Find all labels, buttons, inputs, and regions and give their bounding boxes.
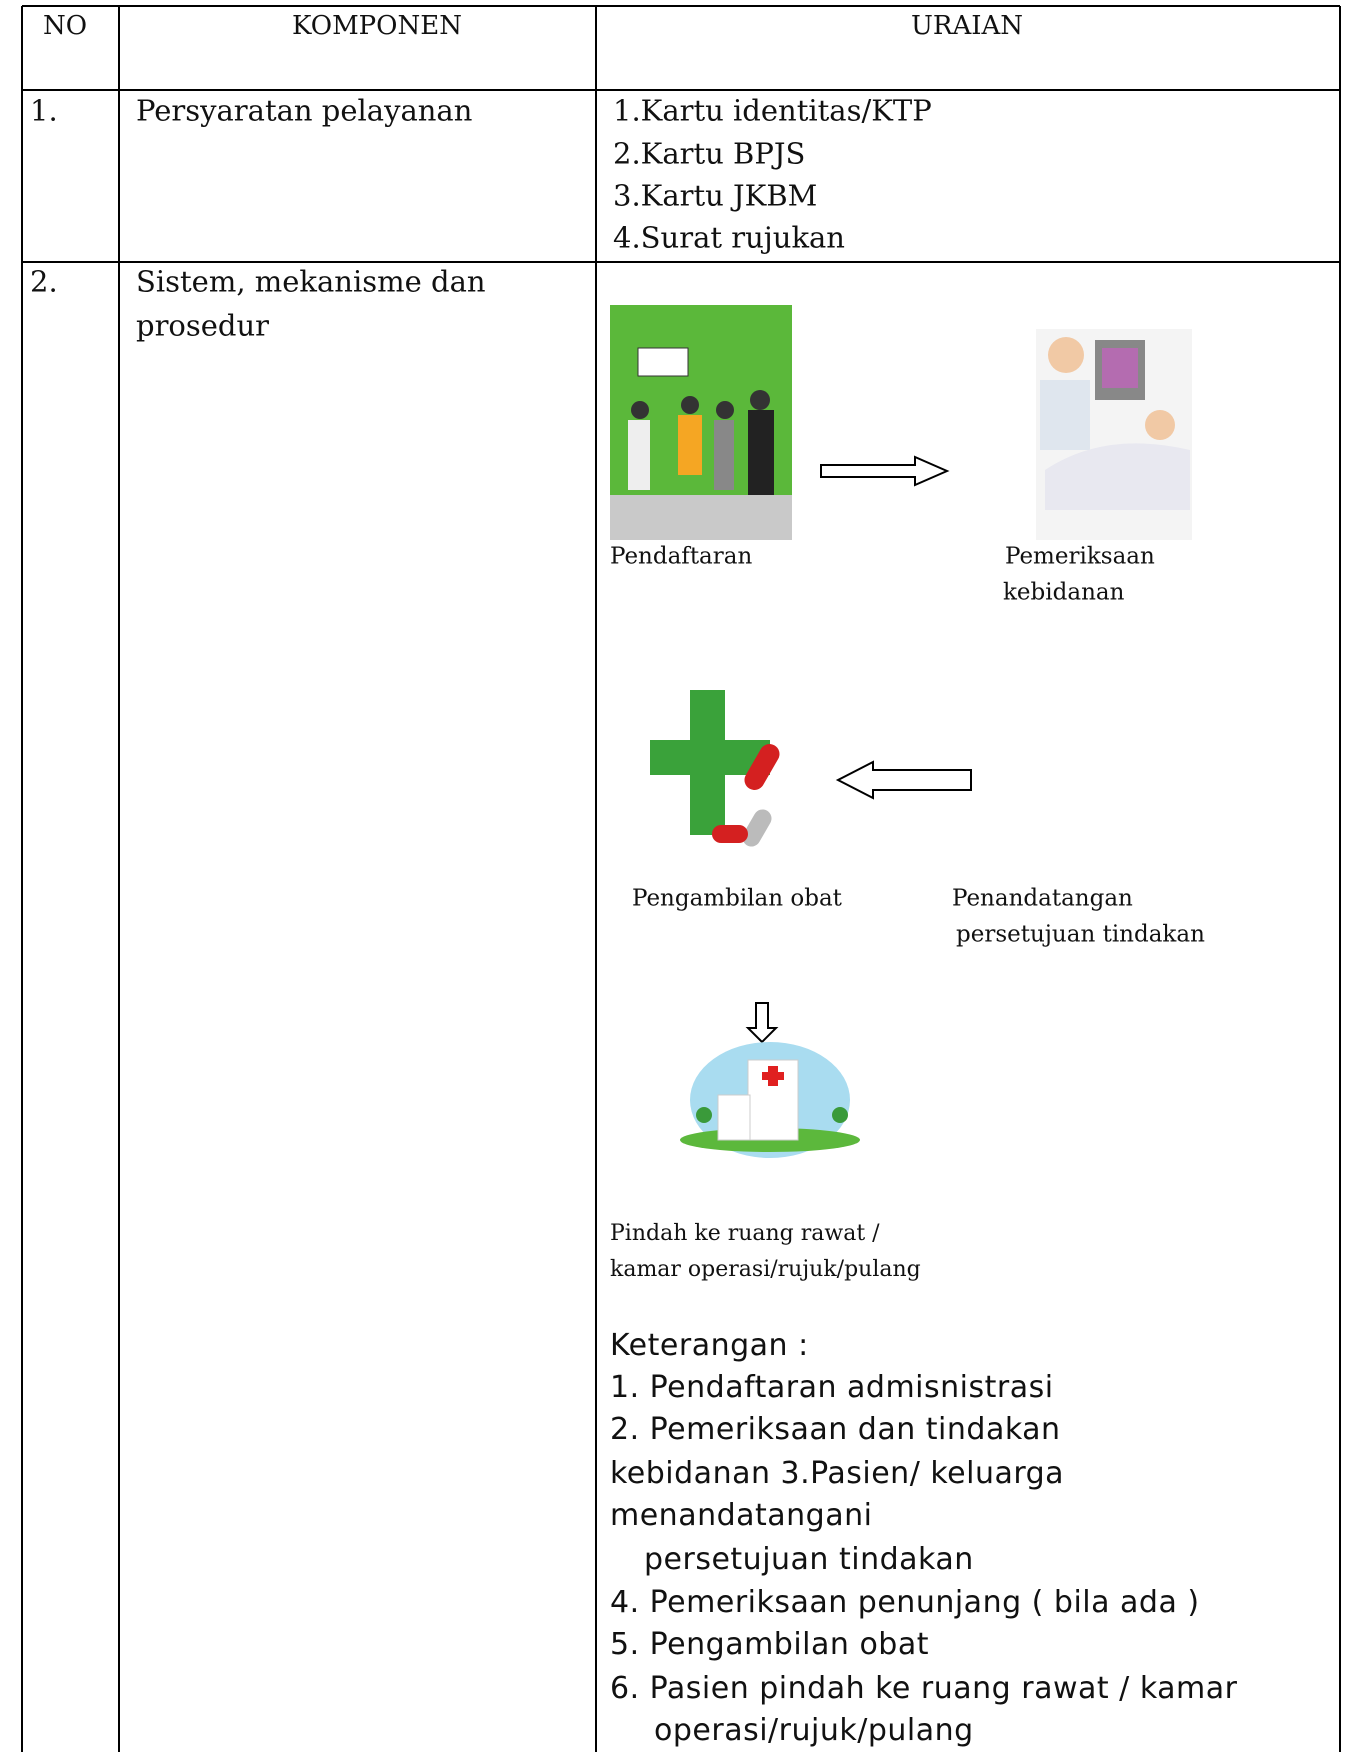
note-line: 5. Pengambilan obat (610, 1627, 929, 1662)
arrow-left (835, 760, 972, 800)
header-cell: URAIAN (910, 11, 1024, 41)
row-number: 2. (30, 264, 58, 299)
examination-image (1036, 329, 1192, 540)
flow-label: Pendaftaran (610, 543, 753, 570)
row-number: 1. (30, 93, 58, 128)
flow-label: Penandatangan (952, 885, 1133, 912)
requirement: 4.Surat rujukan (613, 220, 845, 255)
flow-label: Pindah ke ruang rawat / (610, 1221, 880, 1246)
note-line: 4. Pemeriksaan penunjang ( bila ada ) (610, 1585, 1200, 1620)
component: Sistem, mekanisme dan (136, 264, 486, 299)
note-line: 6. Pasien pindah ke ruang rawat / kamar (610, 1671, 1238, 1706)
requirement: 2.Kartu BPJS (613, 136, 806, 171)
requirement: 1.Kartu identitas/KTP (613, 93, 932, 128)
note-line: 2. Pemeriksaan dan tindakan (610, 1412, 1061, 1447)
header-cell: KOMPONEN (292, 11, 462, 41)
registration-image (610, 305, 792, 540)
note-line: persetujuan tindakan (644, 1542, 974, 1577)
pharmacy-image (650, 690, 780, 847)
requirement: 3.Kartu JKBM (613, 178, 818, 213)
hospital-image (680, 1042, 860, 1158)
header-cell: NO (42, 11, 88, 41)
note-line: menandatangani (610, 1498, 873, 1533)
arrow-right (820, 455, 950, 487)
flow-label: kamar operasi/rujuk/pulang (610, 1257, 921, 1282)
flow-label: persetujuan tindakan (956, 921, 1205, 948)
note-line: operasi/rujuk/pulang (654, 1713, 974, 1748)
note-line: 1. Pendaftaran admisnistrasi (610, 1370, 1054, 1405)
arrow-down (745, 1002, 779, 1044)
note-line: Keterangan : (610, 1328, 809, 1363)
note-line: kebidanan 3.Pasien/ keluarga (610, 1456, 1065, 1491)
component: prosedur (136, 308, 270, 343)
flow-label: kebidanan (1003, 579, 1125, 606)
component: Persyaratan pelayanan (136, 93, 473, 128)
flow-label: Pengambilan obat (632, 885, 842, 912)
flow-label: Pemeriksaan (1005, 543, 1155, 570)
